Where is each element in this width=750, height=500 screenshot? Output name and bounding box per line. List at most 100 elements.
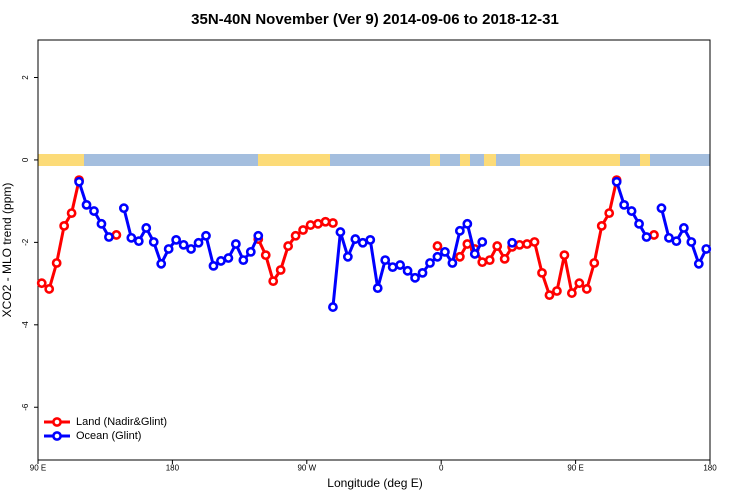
series-point: [245, 246, 256, 257]
series-point: [335, 227, 346, 237]
series-point: [380, 255, 391, 265]
series-point: [208, 260, 219, 271]
series-point: [671, 236, 682, 247]
series-point: [462, 239, 473, 249]
series-point: [634, 218, 644, 229]
series-point: [275, 265, 286, 275]
series-point: [141, 223, 152, 233]
series-point: [89, 206, 99, 216]
series-point: [163, 244, 174, 254]
series-point: [604, 208, 615, 219]
series-point: [611, 176, 622, 187]
series-point: [186, 244, 196, 254]
legend-marker: [52, 431, 62, 441]
series-point: [701, 244, 712, 254]
legend-label: Land (Nadir&Glint): [76, 416, 167, 428]
series-point: [133, 236, 144, 247]
series-point: [447, 258, 458, 268]
series-point: [552, 286, 562, 296]
series-point: [462, 218, 473, 229]
land-strip: [258, 154, 330, 166]
series-point: [619, 199, 630, 210]
series-point: [664, 232, 674, 243]
series-point: [492, 241, 503, 251]
series-point: [484, 255, 495, 265]
series-point: [305, 220, 316, 230]
series-point: [148, 237, 159, 247]
series-point: [656, 203, 667, 214]
series-point: [693, 258, 704, 269]
series-point: [156, 258, 167, 269]
series-point: [581, 284, 592, 294]
series-point: [417, 267, 428, 278]
x-axis-label: Longitude (deg E): [327, 476, 422, 490]
series-point: [477, 257, 488, 268]
legend-label: Ocean (Glint): [76, 430, 141, 442]
series-point: [357, 237, 368, 248]
series-point: [372, 283, 383, 294]
x-tick-label: 90 W: [297, 464, 316, 473]
x-tick-label: 180: [703, 464, 717, 473]
series-point: [201, 230, 211, 241]
series-point: [290, 230, 301, 241]
series-point: [126, 232, 137, 243]
series-point: [395, 260, 406, 270]
series-point: [454, 251, 465, 262]
series-point: [641, 232, 652, 242]
series-point: [104, 232, 114, 242]
series-point: [253, 230, 264, 241]
series-point: [566, 288, 577, 298]
series-point: [298, 225, 308, 235]
series-point: [440, 246, 450, 257]
series-point: [59, 220, 70, 231]
series-point: [410, 272, 420, 283]
y-tick-label: -2: [21, 238, 30, 246]
series-point: [686, 237, 697, 247]
series-point: [559, 250, 570, 261]
series-point: [230, 239, 241, 249]
series-point: [342, 251, 353, 262]
series-point: [328, 302, 338, 312]
series-point: [260, 250, 271, 261]
series-point: [171, 235, 182, 245]
series-point: [678, 223, 689, 233]
series-point: [507, 237, 518, 248]
series-point: [425, 258, 435, 268]
series-point: [432, 241, 443, 251]
legend: Land (Nadir&Glint) Ocean (Glint): [44, 416, 167, 442]
series-point: [596, 220, 607, 231]
series-point: [74, 176, 84, 187]
series-point: [529, 237, 540, 247]
series-point: [96, 218, 107, 229]
series-point: [522, 239, 532, 249]
series-point: [118, 203, 129, 214]
series-point: [328, 218, 338, 228]
series-point: [574, 278, 585, 289]
x-tick-label: 0: [439, 464, 444, 473]
land-strip: [430, 154, 440, 166]
series-point: [365, 235, 376, 245]
series-point: [320, 216, 331, 227]
series-point: [350, 234, 361, 244]
x-tick-label: 90 E: [30, 464, 46, 473]
series-point: [469, 249, 480, 259]
y-tick-label: 2: [21, 75, 30, 80]
series-point: [111, 230, 122, 240]
series-point: [387, 262, 398, 273]
land-ocean-strip: [38, 154, 710, 166]
series-point: [81, 199, 92, 210]
series-point: [626, 206, 637, 216]
series-point: [537, 267, 547, 278]
x-tick-label: 180: [166, 464, 180, 473]
series-point: [477, 237, 488, 247]
series-point: [223, 253, 234, 263]
series-point: [193, 237, 204, 248]
land-strip: [460, 154, 470, 166]
x-tick-label: 90 E: [567, 464, 583, 473]
chart-title: 35N-40N November (Ver 9) 2014-09-06 to 2…: [191, 11, 559, 28]
y-tick-label: -4: [21, 321, 30, 329]
series-point: [36, 278, 47, 289]
series-point: [544, 290, 555, 301]
